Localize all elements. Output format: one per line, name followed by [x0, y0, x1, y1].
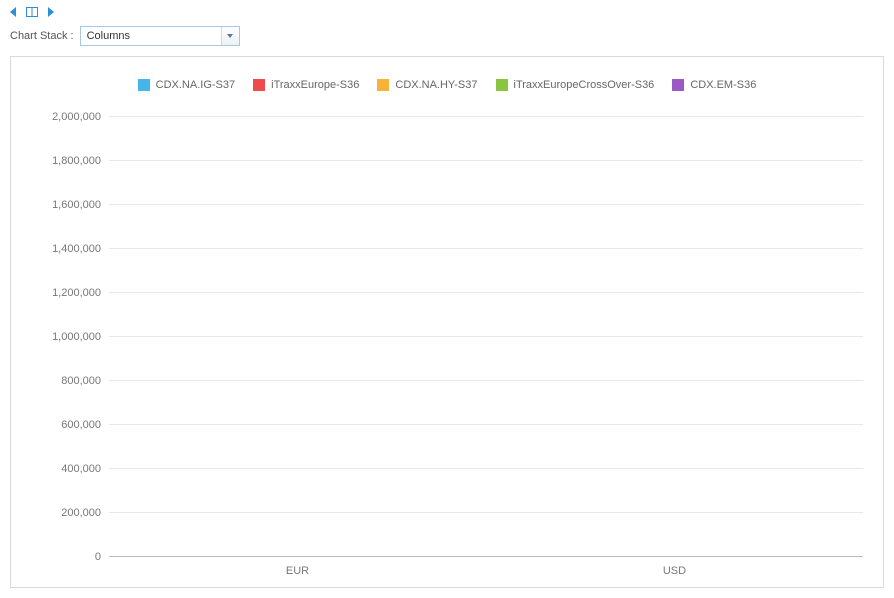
- chart-container: CDX.NA.IG-S37 iTraxxEurope-S36 CDX.NA.HY-S…: [10, 56, 884, 588]
- gridline: [109, 512, 863, 513]
- legend-item[interactable]: CDX.NA.HY-S37: [377, 79, 477, 91]
- y-tick-label: 1,600,000: [52, 199, 101, 211]
- gridline: [109, 116, 863, 117]
- legend-label: iTraxxEuropeCrossOver-S36: [514, 79, 655, 91]
- gridline: [109, 292, 863, 293]
- gridline: [109, 204, 863, 205]
- legend-label: CDX.EM-S36: [690, 79, 756, 91]
- legend-item[interactable]: iTraxxEuropeCrossOver-S36: [496, 79, 655, 91]
- back-icon[interactable]: [6, 4, 22, 20]
- legend-item[interactable]: iTraxxEurope-S36: [253, 79, 359, 91]
- gridline: [109, 424, 863, 425]
- gridline: [109, 468, 863, 469]
- y-tick-label: 1,800,000: [52, 155, 101, 167]
- legend: CDX.NA.IG-S37 iTraxxEurope-S36 CDX.NA.HY-S…: [11, 57, 883, 101]
- legend-label: CDX.NA.IG-S37: [156, 79, 235, 91]
- forward-icon[interactable]: [42, 4, 58, 20]
- chart-stack-select[interactable]: Columns: [80, 26, 240, 46]
- x-axis: [109, 556, 863, 557]
- x-tick-label: EUR: [286, 565, 309, 577]
- gridline: [109, 380, 863, 381]
- y-tick-label: 1,200,000: [52, 287, 101, 299]
- legend-swatch: [377, 79, 389, 91]
- x-tick-label: USD: [663, 565, 686, 577]
- control-row: Chart Stack : Columns: [0, 24, 894, 52]
- legend-item[interactable]: CDX.EM-S36: [672, 79, 756, 91]
- y-tick-label: 200,000: [61, 507, 101, 519]
- legend-swatch: [496, 79, 508, 91]
- chart-stack-label: Chart Stack :: [10, 30, 74, 42]
- legend-swatch: [672, 79, 684, 91]
- y-tick-label: 0: [95, 551, 101, 563]
- legend-swatch: [138, 79, 150, 91]
- gridline: [109, 336, 863, 337]
- chevron-down-icon: [221, 27, 239, 45]
- y-tick-label: 1,000,000: [52, 331, 101, 343]
- legend-label: CDX.NA.HY-S37: [395, 79, 477, 91]
- nav-icons: [6, 4, 58, 20]
- legend-swatch: [253, 79, 265, 91]
- chart-stack-selected: Columns: [81, 27, 221, 45]
- panel-icon[interactable]: [24, 4, 40, 20]
- gridline: [109, 160, 863, 161]
- y-tick-label: 1,400,000: [52, 243, 101, 255]
- legend-label: iTraxxEurope-S36: [271, 79, 359, 91]
- plot-area: 0200,000400,000600,000800,0001,000,0001,…: [109, 117, 863, 557]
- y-tick-label: 2,000,000: [52, 111, 101, 123]
- gridline: [109, 248, 863, 249]
- y-tick-label: 800,000: [61, 375, 101, 387]
- y-tick-label: 600,000: [61, 419, 101, 431]
- y-tick-label: 400,000: [61, 463, 101, 475]
- toolbar: [0, 0, 894, 24]
- legend-item[interactable]: CDX.NA.IG-S37: [138, 79, 235, 91]
